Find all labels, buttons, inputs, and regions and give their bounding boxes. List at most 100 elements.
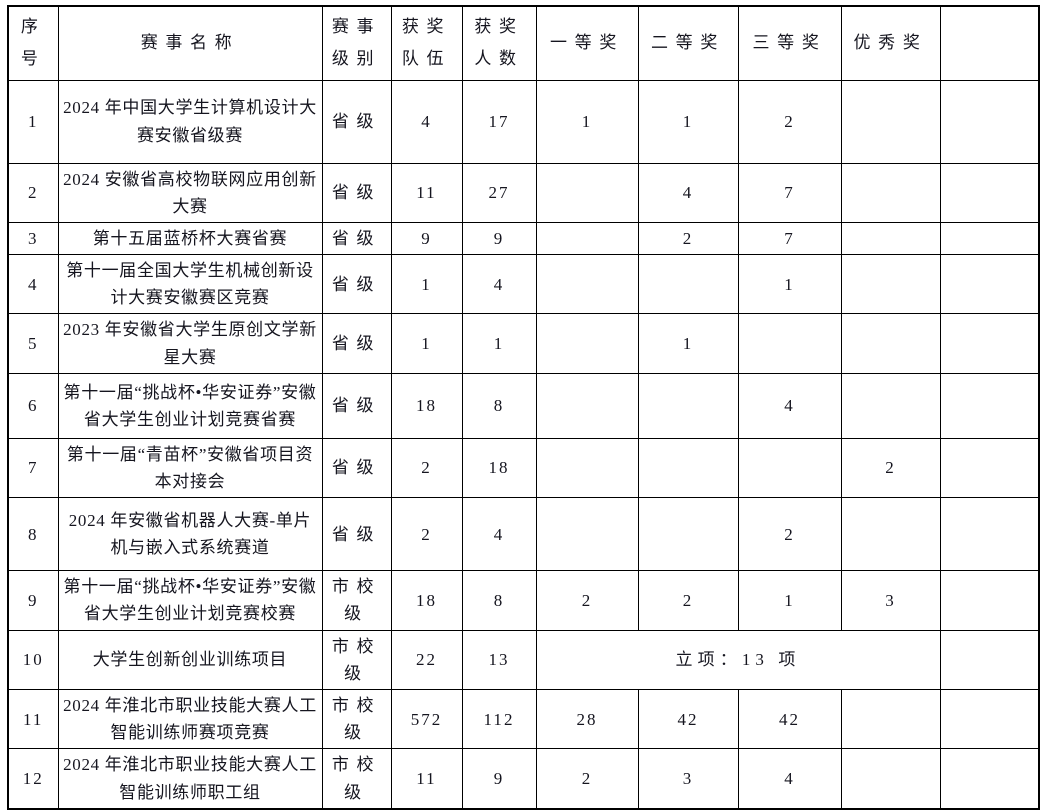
cell-second-prize: [637, 372, 739, 439]
cell-blank: [939, 570, 1040, 631]
cell-third-prize: 2: [737, 79, 842, 164]
cell-people: 27: [461, 162, 537, 223]
cell-first-prize: [535, 313, 639, 374]
cell-serial: 10: [7, 629, 59, 690]
cell-level: 省级: [321, 372, 392, 439]
cell-blank: [939, 79, 1040, 164]
cell-third-prize: 42: [737, 688, 842, 750]
cell-third-prize: 4: [737, 372, 842, 439]
cell-people: 1: [461, 313, 537, 374]
cell-competition-name: 第十一届“挑战杯•华安证券”安徽省大学生创业计划竞赛省赛: [57, 372, 323, 439]
table-row: 11 2024 年淮北市职业技能大赛人工智能训练师赛项竞赛 市校级 572 112 28 4…: [7, 688, 1040, 750]
cell-first-prize: 2: [535, 748, 639, 810]
cell-third-prize: 4: [737, 748, 842, 810]
cell-serial: 4: [7, 254, 59, 315]
awards-table: 序 号 赛事名称 赛事 级别 获奖 队伍 获奖 人数 一等奖 二等奖 三等奖 优…: [7, 5, 1040, 810]
cell-competition-name: 2024 年安徽省机器人大赛-单片机与嵌入式系统赛道: [57, 497, 323, 572]
cell-second-prize: [637, 437, 739, 499]
cell-first-prize: 28: [535, 688, 639, 750]
cell-excellence: [840, 79, 941, 164]
cell-third-prize: 1: [737, 570, 842, 631]
table-row: 8 2024 年安徽省机器人大赛-单片机与嵌入式系统赛道 省级 2 4 2: [7, 497, 1040, 572]
cell-teams: 1: [390, 313, 463, 374]
cell-excellence: [840, 221, 941, 256]
table-row: 4 第十一届全国大学生机械创新设计大赛安徽赛区竞赛 省级 1 4 1: [7, 254, 1040, 315]
cell-competition-name: 第十五届蓝桥杯大赛省赛: [57, 221, 323, 256]
cell-teams: 9: [390, 221, 463, 256]
cell-blank: [939, 497, 1040, 572]
cell-teams: 22: [390, 629, 463, 690]
cell-excellence: 3: [840, 570, 941, 631]
cell-level: 省级: [321, 313, 392, 374]
cell-first-prize: [535, 497, 639, 572]
cell-blank: [939, 221, 1040, 256]
cell-competition-name: 大学生创新创业训练项目: [57, 629, 323, 690]
cell-serial: 12: [7, 748, 59, 810]
col-header-second-prize: 二等奖: [637, 5, 739, 81]
cell-third-prize: 1: [737, 254, 842, 315]
cell-second-prize: [637, 497, 739, 572]
cell-serial: 6: [7, 372, 59, 439]
cell-first-prize: [535, 254, 639, 315]
cell-competition-name: 2023 年安徽省大学生原创文学新星大赛: [57, 313, 323, 374]
cell-teams: 18: [390, 372, 463, 439]
cell-competition-name: 第十一届“青苗杯”安徽省项目资本对接会: [57, 437, 323, 499]
cell-level: 省级: [321, 162, 392, 223]
cell-first-prize: [535, 372, 639, 439]
cell-blank: [939, 629, 1040, 690]
cell-second-prize: 2: [637, 570, 739, 631]
cell-people: 112: [461, 688, 537, 750]
cell-teams: 18: [390, 570, 463, 631]
cell-excellence: [840, 748, 941, 810]
table-row: 9 第十一届“挑战杯•华安证券”安徽省大学生创业计划竞赛校赛 市校级 18 8 2 2 1 3: [7, 570, 1040, 631]
cell-people: 18: [461, 437, 537, 499]
cell-excellence: [840, 313, 941, 374]
cell-competition-name: 第十一届“挑战杯•华安证券”安徽省大学生创业计划竞赛校赛: [57, 570, 323, 631]
cell-competition-name: 2024 年淮北市职业技能大赛人工智能训练师职工组: [57, 748, 323, 810]
cell-blank: [939, 313, 1040, 374]
cell-serial: 1: [7, 79, 59, 164]
table-row: 10 大学生创新创业训练项目 市校级 22 13 立项：13 项: [7, 629, 1040, 690]
cell-serial: 7: [7, 437, 59, 499]
cell-blank: [939, 437, 1040, 499]
col-header-event-level: 赛事 级别: [321, 5, 392, 81]
cell-teams: 572: [390, 688, 463, 750]
cell-first-prize: [535, 437, 639, 499]
col-header-serial: 序 号: [7, 5, 59, 81]
cell-competition-name: 2024 年淮北市职业技能大赛人工智能训练师赛项竞赛: [57, 688, 323, 750]
table-body: 1 2024 年中国大学生计算机设计大赛安徽省级赛 省级 4 17 1 1 2 2 2024 安徽…: [7, 79, 1040, 810]
cell-second-prize: 4: [637, 162, 739, 223]
table-row: 7 第十一届“青苗杯”安徽省项目资本对接会 省级 2 18 2: [7, 437, 1040, 499]
cell-second-prize: 42: [637, 688, 739, 750]
cell-level: 省级: [321, 437, 392, 499]
cell-teams: 2: [390, 437, 463, 499]
cell-serial: 11: [7, 688, 59, 750]
cell-third-prize: 7: [737, 162, 842, 223]
cell-second-prize: 1: [637, 313, 739, 374]
cell-second-prize: 3: [637, 748, 739, 810]
cell-blank: [939, 372, 1040, 439]
cell-competition-name: 2024 安徽省高校物联网应用创新大赛: [57, 162, 323, 223]
cell-people: 9: [461, 748, 537, 810]
cell-first-prize: [535, 221, 639, 256]
cell-level: 市校级: [321, 688, 392, 750]
table-row: 1 2024 年中国大学生计算机设计大赛安徽省级赛 省级 4 17 1 1 2: [7, 79, 1040, 164]
cell-level: 省级: [321, 254, 392, 315]
cell-blank: [939, 748, 1040, 810]
cell-people: 4: [461, 254, 537, 315]
cell-people: 17: [461, 79, 537, 164]
cell-blank: [939, 254, 1040, 315]
cell-teams: 1: [390, 254, 463, 315]
cell-excellence: [840, 254, 941, 315]
table-row: 6 第十一届“挑战杯•华安证券”安徽省大学生创业计划竞赛省赛 省级 18 8 4: [7, 372, 1040, 439]
cell-first-prize: 2: [535, 570, 639, 631]
cell-blank: [939, 688, 1040, 750]
cell-project-note: 立项：13 项: [535, 629, 941, 690]
cell-level: 市校级: [321, 748, 392, 810]
cell-teams: 2: [390, 497, 463, 572]
cell-excellence: [840, 162, 941, 223]
cell-people: 8: [461, 372, 537, 439]
header-row: 序 号 赛事名称 赛事 级别 获奖 队伍 获奖 人数 一等奖 二等奖 三等奖 优…: [7, 5, 1040, 81]
cell-teams: 4: [390, 79, 463, 164]
table-row: 2 2024 安徽省高校物联网应用创新大赛 省级 11 27 4 7: [7, 162, 1040, 223]
